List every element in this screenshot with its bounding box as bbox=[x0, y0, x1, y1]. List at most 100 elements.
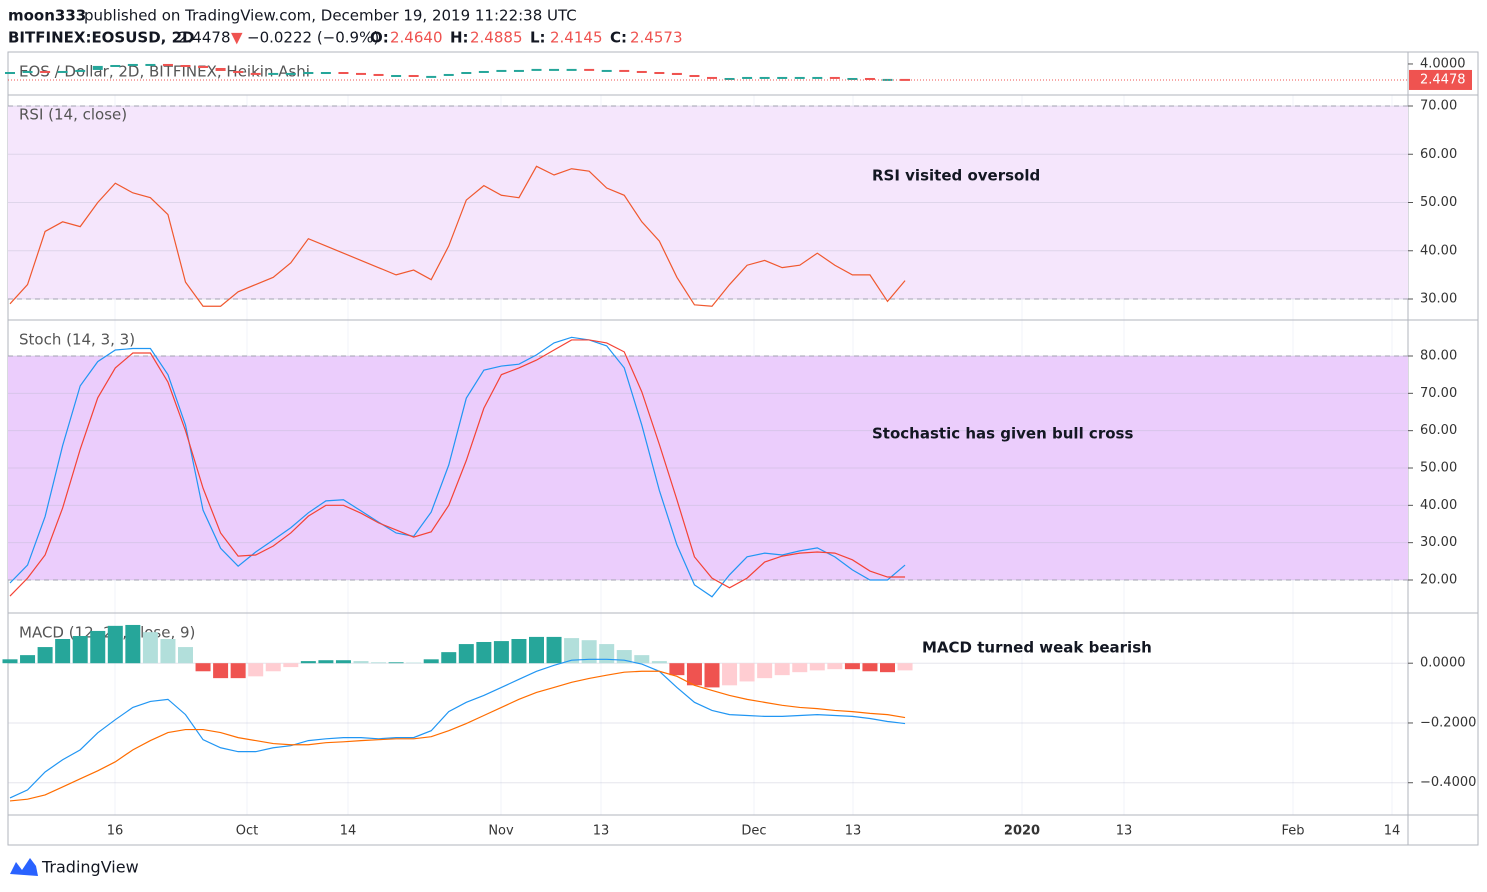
candle bbox=[724, 77, 735, 80]
histogram-bar bbox=[125, 624, 141, 664]
candle bbox=[110, 64, 121, 67]
histogram-bar bbox=[72, 636, 88, 664]
histogram-bar bbox=[458, 644, 474, 664]
histogram-bar bbox=[599, 644, 615, 664]
candle bbox=[531, 68, 542, 71]
stoch-line bbox=[9, 336, 906, 598]
macd-line bbox=[9, 670, 906, 802]
y-tick-label: 20.00 bbox=[1420, 572, 1457, 587]
candle bbox=[373, 73, 384, 76]
candle bbox=[5, 72, 15, 75]
histogram-bar bbox=[90, 630, 106, 664]
candle bbox=[75, 69, 86, 72]
histogram-bar bbox=[55, 638, 71, 664]
candle bbox=[391, 74, 402, 77]
histogram-bar bbox=[862, 663, 878, 672]
histogram-bar bbox=[669, 663, 685, 676]
histogram-bar bbox=[546, 636, 562, 664]
symbol: BITFINEX:EOSUSD, 2D bbox=[8, 29, 194, 47]
candle bbox=[584, 68, 595, 71]
ohlc-name: H: bbox=[450, 29, 469, 47]
ohlc-value: 2.4885 bbox=[470, 29, 523, 47]
annotation: RSI visited oversold bbox=[872, 167, 1040, 185]
histogram-bar bbox=[897, 663, 913, 671]
histogram-bar bbox=[283, 663, 299, 668]
panel-title: Stoch (14, 3, 3) bbox=[19, 331, 135, 349]
ohlc-value: 2.4145 bbox=[550, 29, 603, 47]
histogram-bar bbox=[722, 663, 738, 686]
candle bbox=[285, 72, 296, 75]
candle bbox=[829, 76, 840, 79]
y-tick-label: 60.00 bbox=[1420, 147, 1457, 162]
x-tick-label: 14 bbox=[1384, 824, 1401, 839]
candle bbox=[707, 76, 717, 79]
y-tick-label: 70.00 bbox=[1420, 386, 1457, 401]
candle bbox=[742, 76, 753, 79]
candle bbox=[496, 69, 507, 72]
histogram-bar bbox=[406, 662, 422, 664]
x-tick-label: Oct bbox=[236, 824, 258, 839]
last-price-tag bbox=[1409, 69, 1472, 90]
ohlc-name: C: bbox=[610, 29, 627, 47]
histogram-bar bbox=[774, 663, 790, 676]
annotation: MACD turned weak bearish bbox=[922, 639, 1152, 657]
histogram-bar bbox=[493, 641, 509, 664]
candle bbox=[426, 75, 437, 78]
histogram-bar bbox=[564, 638, 580, 664]
histogram-bar bbox=[160, 638, 176, 664]
candle bbox=[303, 72, 314, 75]
ohlc: O: 2.4640 H: 2.4885 L: 2.4145 C: 2.4573 bbox=[370, 29, 683, 47]
candle bbox=[759, 76, 770, 79]
x-tick-label: 2020 bbox=[1004, 824, 1040, 839]
histogram-bar bbox=[37, 647, 53, 664]
histogram-bar bbox=[195, 663, 211, 672]
candle bbox=[198, 65, 209, 68]
band bbox=[8, 106, 1408, 300]
histogram-bar bbox=[142, 632, 158, 664]
histogram-bar bbox=[880, 663, 895, 673]
y-tick-label: 40.00 bbox=[1420, 498, 1457, 513]
histogram-bar bbox=[827, 663, 843, 670]
candle bbox=[864, 77, 875, 80]
candle bbox=[636, 70, 647, 73]
ohlc-name: L: bbox=[530, 29, 546, 47]
histogram-bar bbox=[844, 663, 860, 670]
stoch-line bbox=[9, 339, 906, 597]
y-tick-label: −0.4000 bbox=[1420, 775, 1476, 790]
y-tick-label: 60.00 bbox=[1420, 423, 1457, 438]
candle bbox=[443, 73, 454, 76]
y-tick-label: 70.00 bbox=[1420, 99, 1457, 114]
candle bbox=[619, 69, 630, 72]
histogram-bar bbox=[107, 625, 123, 664]
plot: 16 Oct 14 Nov 13 Dec 13 2020 13 Feb 14 4.0000 EOS / … bbox=[2, 52, 1478, 845]
candle bbox=[92, 65, 103, 70]
candle bbox=[57, 70, 68, 73]
histogram-bar bbox=[353, 661, 369, 664]
candle bbox=[601, 69, 612, 72]
candle bbox=[215, 67, 226, 71]
histogram-bar bbox=[686, 663, 702, 686]
candle bbox=[180, 64, 191, 67]
y-tick-label: 30.00 bbox=[1420, 292, 1457, 307]
histogram-bar bbox=[318, 660, 334, 664]
candle bbox=[794, 76, 805, 79]
candle bbox=[233, 70, 244, 73]
ohlc-value: 2.4573 bbox=[630, 29, 683, 47]
histogram-bar bbox=[792, 663, 808, 673]
histogram-bar bbox=[230, 663, 246, 679]
candle bbox=[671, 72, 682, 75]
histogram-bar bbox=[300, 661, 316, 664]
last-price-label: 2.4478 bbox=[1420, 72, 1466, 87]
logo bbox=[10, 858, 38, 876]
y-tick-label: 0.0000 bbox=[1420, 656, 1466, 671]
x-tick-label: 13 bbox=[593, 824, 610, 839]
candle bbox=[461, 72, 472, 75]
panel-title: EOS / Dollar, 2D, BITFINEX, Heikin Ashi bbox=[19, 63, 310, 81]
histogram-bar bbox=[388, 662, 404, 664]
candle bbox=[22, 70, 33, 73]
histogram-bar bbox=[178, 647, 193, 664]
candle bbox=[127, 63, 138, 66]
candle bbox=[162, 63, 173, 66]
